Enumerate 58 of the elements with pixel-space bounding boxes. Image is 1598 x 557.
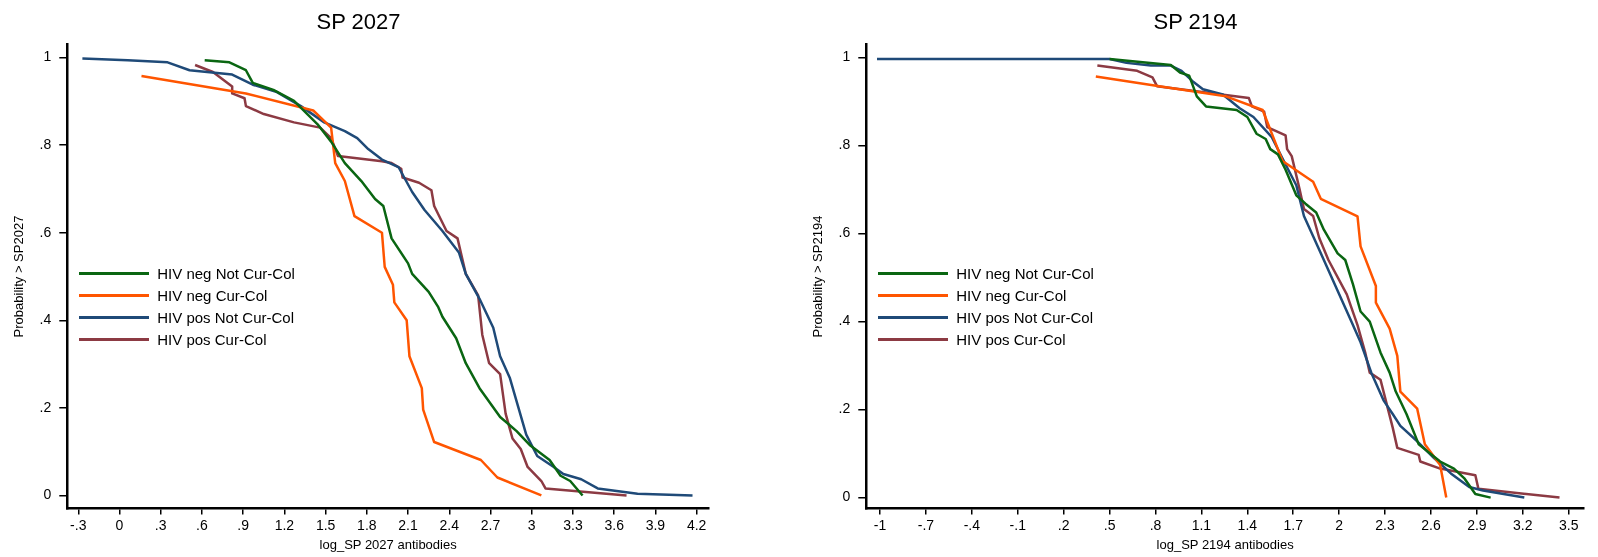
x-tick-label: 1.1 [1191,516,1212,533]
legend-label: HIV neg Cur-Col [157,285,268,306]
x-tick-label: 3.3 [563,516,583,533]
legend-label: HIV neg Cur-Col [956,285,1067,306]
y-tick-label: .8 [838,136,851,153]
legend-label: HIV neg Not Cur-Col [956,263,1094,284]
x-tick-label: 2.7 [480,516,501,533]
x-tick-label: 3.9 [645,516,666,533]
y-tick-label: 1 [842,48,851,65]
x-tick-label: 2 [1335,516,1344,533]
x-tick-label: 2.1 [398,516,418,533]
legend-label: HIV neg Not Cur-Col [157,263,295,284]
x-tick-label: 4.2 [686,516,707,533]
y-axis-title: Probability > SP2027 [11,215,27,338]
x-tick-label: 0 [115,516,124,533]
x-tick-label: 3.5 [1558,516,1579,533]
y-tick-label: 0 [43,486,52,503]
x-tick-label: 3.2 [1513,516,1533,533]
x-tick-label: 1.2 [274,516,295,533]
x-tick-label: .2 [1057,516,1070,533]
x-tick-label: .9 [237,516,250,533]
x-tick-label: -.3 [70,516,87,533]
x-tick-label: -1 [873,516,887,533]
x-tick-label: 2.9 [1467,516,1487,533]
x-tick-label: 1.4 [1237,516,1258,533]
x-tick-label: 1.5 [315,516,336,533]
x-tick-label: -.1 [1009,516,1027,533]
x-tick-label: .3 [154,516,167,533]
x-tick-label: 2.6 [1421,516,1441,533]
x-tick-label: 3 [527,516,536,533]
x-tick-label: .6 [196,516,208,533]
chart-title: SP 2194 [1153,9,1238,35]
x-tick-label: 2.3 [1375,516,1395,533]
y-axis-title: Probability > SP2194 [810,215,826,338]
legend-label: HIV pos Cur-Col [956,329,1066,350]
chart-title: SP 2027 [316,9,401,35]
x-tick-label: -.7 [917,516,935,533]
y-tick-label: 1 [43,48,52,65]
x-tick-label: 1.7 [1283,516,1304,533]
y-tick-label: .2 [838,400,851,417]
x-axis-title: log_SP 2027 antibodies [319,536,458,552]
y-tick-label: .4 [838,312,851,329]
y-tick-label: .4 [39,311,52,328]
y-tick-label: .6 [39,223,52,240]
x-tick-label: 1.8 [357,516,377,533]
legend-label: HIV pos Not Cur-Col [956,307,1093,328]
x-tick-label: .8 [1149,516,1162,533]
x-tick-label: 2.4 [439,516,460,533]
legend-label: HIV pos Not Cur-Col [157,307,294,328]
legend-label: HIV pos Cur-Col [157,329,267,350]
x-tick-label: -.4 [963,516,981,533]
y-tick-label: 0 [842,488,851,505]
x-tick-label: 3.6 [604,516,625,533]
y-tick-label: .8 [39,135,52,152]
y-tick-label: .2 [39,398,52,415]
y-tick-label: .6 [838,224,851,241]
x-tick-label: .5 [1103,516,1116,533]
x-axis-title: log_SP 2194 antibodies [1156,536,1295,552]
